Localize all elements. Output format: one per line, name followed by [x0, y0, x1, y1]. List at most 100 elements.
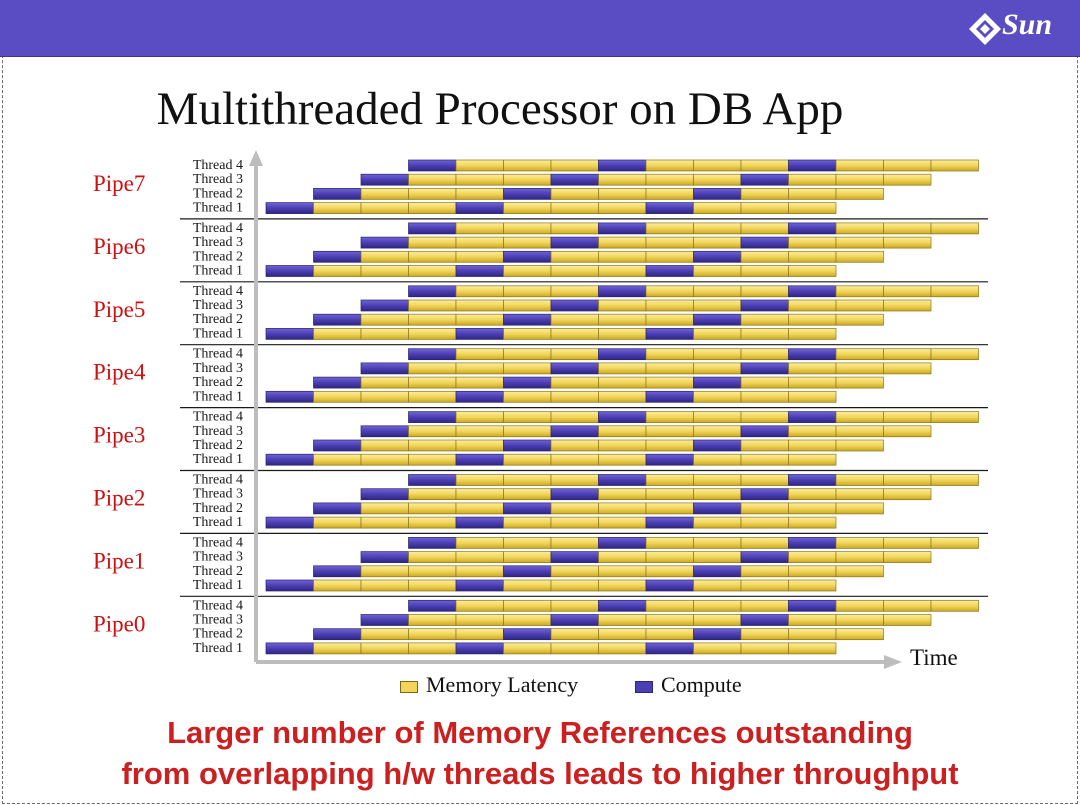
memory-segment — [550, 250, 599, 263]
memory-segment — [693, 362, 742, 375]
memory-segment — [740, 579, 789, 592]
compute-segment — [645, 328, 694, 340]
pipe-label: Pipe2 — [93, 486, 145, 511]
thread-label: Thread 3 — [193, 550, 243, 565]
memory-segment — [930, 348, 979, 361]
memory-segment — [645, 159, 694, 172]
memory-segment — [835, 614, 884, 626]
memory-segment — [550, 537, 599, 549]
memory-segment — [455, 537, 504, 549]
memory-segment — [693, 348, 742, 361]
memory-segment — [360, 202, 409, 214]
memory-segment — [645, 537, 694, 549]
memory-segment — [598, 376, 647, 389]
memory-segment — [360, 390, 409, 403]
compute-segment — [788, 474, 837, 486]
memory-segment — [788, 551, 837, 563]
compute-segment — [265, 202, 314, 214]
memory-segment — [740, 411, 789, 423]
memory-segment — [645, 488, 694, 501]
memory-segment — [740, 502, 789, 515]
memory-segment — [693, 411, 742, 423]
memory-segment — [835, 502, 884, 515]
thread-label: Thread 4 — [193, 535, 243, 550]
memory-segment — [598, 579, 647, 592]
y-axis-arrow-icon — [249, 150, 263, 166]
memory-segment — [740, 188, 789, 200]
compute-segment — [788, 348, 837, 361]
memory-segment — [455, 425, 504, 438]
memory-segment — [408, 265, 457, 277]
compute-segment — [360, 488, 409, 501]
memory-segment — [740, 565, 789, 578]
memory-segment — [740, 376, 789, 389]
memory-segment — [598, 173, 647, 186]
memory-segment — [408, 439, 457, 452]
memory-segment — [503, 411, 552, 423]
memory-segment — [930, 599, 979, 612]
memory-segment — [740, 202, 789, 214]
compute-segment — [408, 411, 457, 423]
memory-segment — [883, 411, 932, 423]
memory-segment — [693, 285, 742, 298]
memory-segment — [883, 159, 932, 172]
memory-segment — [883, 614, 932, 626]
memory-segment — [930, 537, 979, 549]
compute-segment — [645, 390, 694, 403]
memory-segment — [408, 642, 457, 655]
compute-segment — [313, 502, 362, 515]
memory-segment — [740, 390, 789, 403]
time-axis-arrow-icon — [884, 655, 902, 669]
footer-line-1: Larger number of Memory References outst… — [167, 715, 913, 750]
memory-segment — [598, 488, 647, 501]
pipe-label: Pipe0 — [93, 611, 145, 636]
memory-segment — [408, 565, 457, 578]
compute-segment — [550, 551, 599, 563]
memory-segment — [598, 313, 647, 326]
pipe-label: Pipe1 — [93, 548, 145, 573]
compute-segment — [693, 376, 742, 389]
memory-segment — [550, 390, 599, 403]
legend-compute: Compute — [635, 672, 742, 698]
thread-label: Thread 1 — [193, 201, 243, 216]
memory-segment — [835, 599, 884, 612]
thread-label: Thread 4 — [193, 284, 243, 299]
memory-segment — [550, 348, 599, 361]
footer-line-2: from overlapping h/w threads leads to hi… — [121, 756, 959, 791]
memory-segment — [550, 376, 599, 389]
memory-segment — [788, 516, 837, 529]
compute-segment — [265, 642, 314, 655]
memory-segment — [835, 411, 884, 423]
memory-segment — [503, 236, 552, 249]
memory-segment — [550, 265, 599, 277]
memory-segment — [408, 453, 457, 466]
memory-segment — [550, 439, 599, 452]
memory-segment — [645, 188, 694, 200]
memory-segment — [740, 285, 789, 298]
compute-segment — [645, 453, 694, 466]
memory-segment — [835, 537, 884, 549]
compute-segment — [503, 565, 552, 578]
thread-label: Thread 2 — [193, 249, 243, 264]
memory-segment — [645, 502, 694, 515]
compute-segment — [265, 390, 314, 403]
memory-segment — [693, 537, 742, 549]
memory-segment — [740, 516, 789, 529]
memory-segment — [408, 173, 457, 186]
memory-segment — [313, 202, 362, 214]
legend-memory-label: Memory Latency — [426, 672, 579, 697]
memory-segment — [503, 285, 552, 298]
memory-segment — [598, 453, 647, 466]
compute-segment — [645, 516, 694, 529]
memory-segment — [740, 159, 789, 172]
memory-segment — [835, 362, 884, 375]
compute-segment — [645, 265, 694, 277]
memory-segment — [740, 628, 789, 641]
memory-segment — [598, 551, 647, 563]
sun-logo: Sun — [966, 8, 1058, 48]
memory-segment — [408, 502, 457, 515]
memory-segment — [598, 502, 647, 515]
compute-segment — [740, 614, 789, 626]
